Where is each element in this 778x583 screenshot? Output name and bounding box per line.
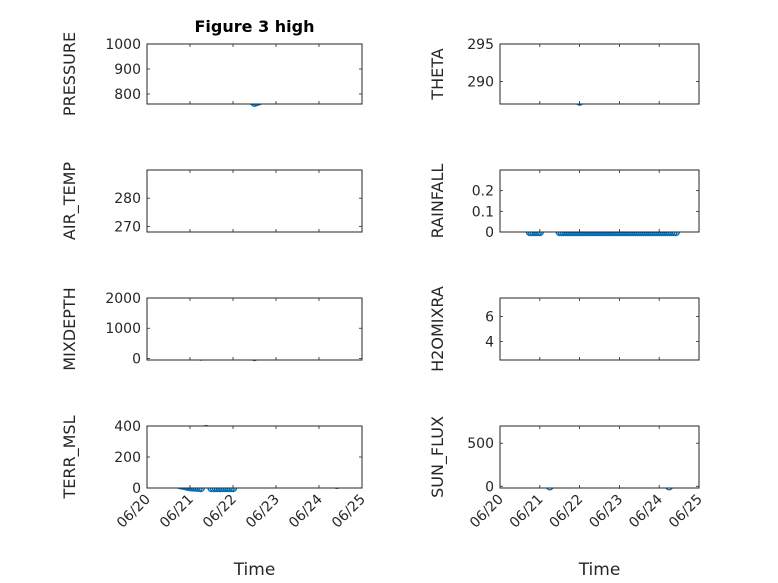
y-tick-label: 4	[485, 334, 494, 350]
x-tick-label: 06/20	[467, 492, 507, 532]
y-tick-label: 1000	[105, 321, 141, 337]
x-tick-label: 06/24	[286, 491, 326, 531]
x-tick-label: 06/25	[666, 492, 706, 532]
axes-box	[146, 297, 363, 361]
axes-box	[499, 425, 700, 489]
y-tick-label: 200	[114, 450, 141, 466]
x-axis-label: Time	[578, 560, 621, 580]
y-tick-label: 500	[467, 436, 494, 452]
subplot-6: 4 6 H2OMIXRA	[428, 286, 700, 372]
subplot-8: 0 500 SUN_FLUX 06/20 06/21 06/22 06/23 06/24 06/…	[428, 416, 706, 580]
subplot-3: 270 280 AIR_TEMP	[60, 162, 363, 240]
x-tick-label: 06/22	[200, 492, 240, 532]
y-axis-label: THETA	[428, 48, 447, 100]
chart-title: Figure 3 high	[195, 17, 315, 36]
y-tick-label: 900	[114, 62, 141, 78]
y-axis-label: PRESSURE	[60, 32, 79, 116]
y-axis-label: H2OMIXRA	[428, 286, 447, 372]
subplot-4: 0 0.1 0.2 RAINFALL	[428, 164, 700, 241]
y-axis-label: SUN_FLUX	[428, 416, 448, 498]
y-tick-label: 290	[467, 75, 494, 91]
y-tick-label: 2000	[105, 291, 141, 307]
x-tick-label: 06/24	[626, 491, 666, 531]
y-tick-label: 270	[114, 219, 141, 235]
y-axis-label: MIXDEPTH	[60, 287, 79, 370]
y-tick-label: 0	[485, 225, 494, 241]
subplot-5: 0 1000 2000 MIXDEPTH	[60, 287, 363, 371]
y-tick-label: 0	[485, 479, 494, 495]
x-axis-label: Time	[233, 560, 276, 580]
y-tick-label: 400	[114, 419, 141, 435]
x-tick-label: 06/22	[547, 492, 587, 532]
x-tick-label: 06/21	[507, 492, 547, 532]
x-tick-label: 06/20	[114, 492, 154, 532]
axes-box	[146, 425, 363, 489]
axes-box	[499, 297, 700, 361]
axes-box	[499, 169, 700, 233]
y-tick-label: 6	[485, 310, 494, 326]
y-tick-label: 800	[114, 87, 141, 103]
y-tick-label: 0.2	[472, 184, 494, 200]
y-tick-label: 280	[114, 191, 141, 207]
y-tick-label: 295	[467, 37, 494, 53]
x-tick-label: 06/25	[329, 492, 369, 532]
axes-box	[146, 43, 363, 105]
y-tick-label: 1000	[105, 37, 141, 53]
subplot-7: 0 200 400 TERR_MSL 06/20 06/21 06/22 06/23 06/24…	[60, 415, 369, 580]
x-tick-label: 06/21	[157, 492, 197, 532]
y-axis-label: TERR_MSL	[60, 415, 80, 499]
y-tick-label: 0.1	[472, 204, 494, 220]
subplot-2: 290 295 THETA	[428, 37, 700, 106]
x-tick-label: 06/23	[586, 492, 626, 532]
y-axis-label: RAINFALL	[428, 164, 447, 239]
axes-box	[499, 43, 700, 105]
x-tick-label: 06/23	[243, 492, 283, 532]
y-tick-label: 0	[132, 351, 141, 367]
axes-box	[146, 169, 363, 233]
y-tick-label: 0	[132, 481, 141, 497]
y-axis-label: AIR_TEMP	[60, 162, 80, 240]
subplot-1: 800 900 1000 PRESSURE Figure 3 high	[60, 17, 363, 116]
